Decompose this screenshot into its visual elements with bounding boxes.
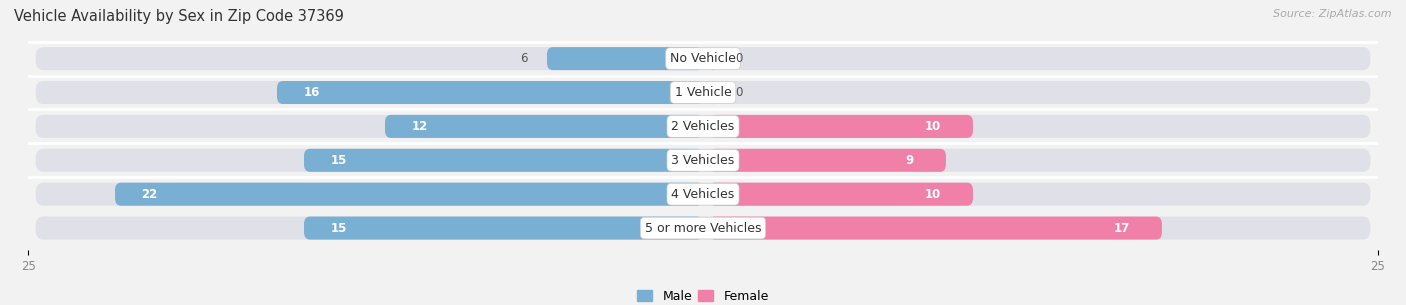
FancyBboxPatch shape — [709, 115, 973, 138]
Text: No Vehicle: No Vehicle — [671, 52, 735, 65]
Text: 9: 9 — [905, 154, 914, 167]
FancyBboxPatch shape — [709, 81, 717, 104]
FancyBboxPatch shape — [709, 217, 1161, 240]
Text: 0: 0 — [735, 52, 742, 65]
Text: 15: 15 — [330, 221, 347, 235]
FancyBboxPatch shape — [35, 149, 1371, 172]
FancyBboxPatch shape — [35, 47, 1371, 70]
FancyBboxPatch shape — [547, 47, 703, 70]
Text: 12: 12 — [412, 120, 427, 133]
FancyBboxPatch shape — [35, 115, 1371, 138]
FancyBboxPatch shape — [304, 217, 703, 240]
FancyBboxPatch shape — [35, 183, 1371, 206]
FancyBboxPatch shape — [709, 183, 973, 206]
Text: 5 or more Vehicles: 5 or more Vehicles — [645, 221, 761, 235]
Text: 4 Vehicles: 4 Vehicles — [672, 188, 734, 201]
FancyBboxPatch shape — [304, 149, 703, 172]
Text: 17: 17 — [1114, 221, 1129, 235]
Text: 1 Vehicle: 1 Vehicle — [675, 86, 731, 99]
Text: 3 Vehicles: 3 Vehicles — [672, 154, 734, 167]
FancyBboxPatch shape — [709, 47, 717, 70]
Text: 10: 10 — [924, 120, 941, 133]
FancyBboxPatch shape — [115, 183, 703, 206]
FancyBboxPatch shape — [277, 81, 703, 104]
Text: 6: 6 — [520, 52, 527, 65]
Text: 15: 15 — [330, 154, 347, 167]
Text: Source: ZipAtlas.com: Source: ZipAtlas.com — [1274, 9, 1392, 19]
FancyBboxPatch shape — [385, 115, 703, 138]
Text: 22: 22 — [142, 188, 157, 201]
Text: 16: 16 — [304, 86, 319, 99]
Text: 0: 0 — [735, 86, 742, 99]
Text: Vehicle Availability by Sex in Zip Code 37369: Vehicle Availability by Sex in Zip Code … — [14, 9, 344, 24]
FancyBboxPatch shape — [35, 81, 1371, 104]
Legend: Male, Female: Male, Female — [633, 285, 773, 305]
FancyBboxPatch shape — [35, 217, 1371, 240]
Text: 10: 10 — [924, 188, 941, 201]
Text: 2 Vehicles: 2 Vehicles — [672, 120, 734, 133]
FancyBboxPatch shape — [709, 149, 946, 172]
